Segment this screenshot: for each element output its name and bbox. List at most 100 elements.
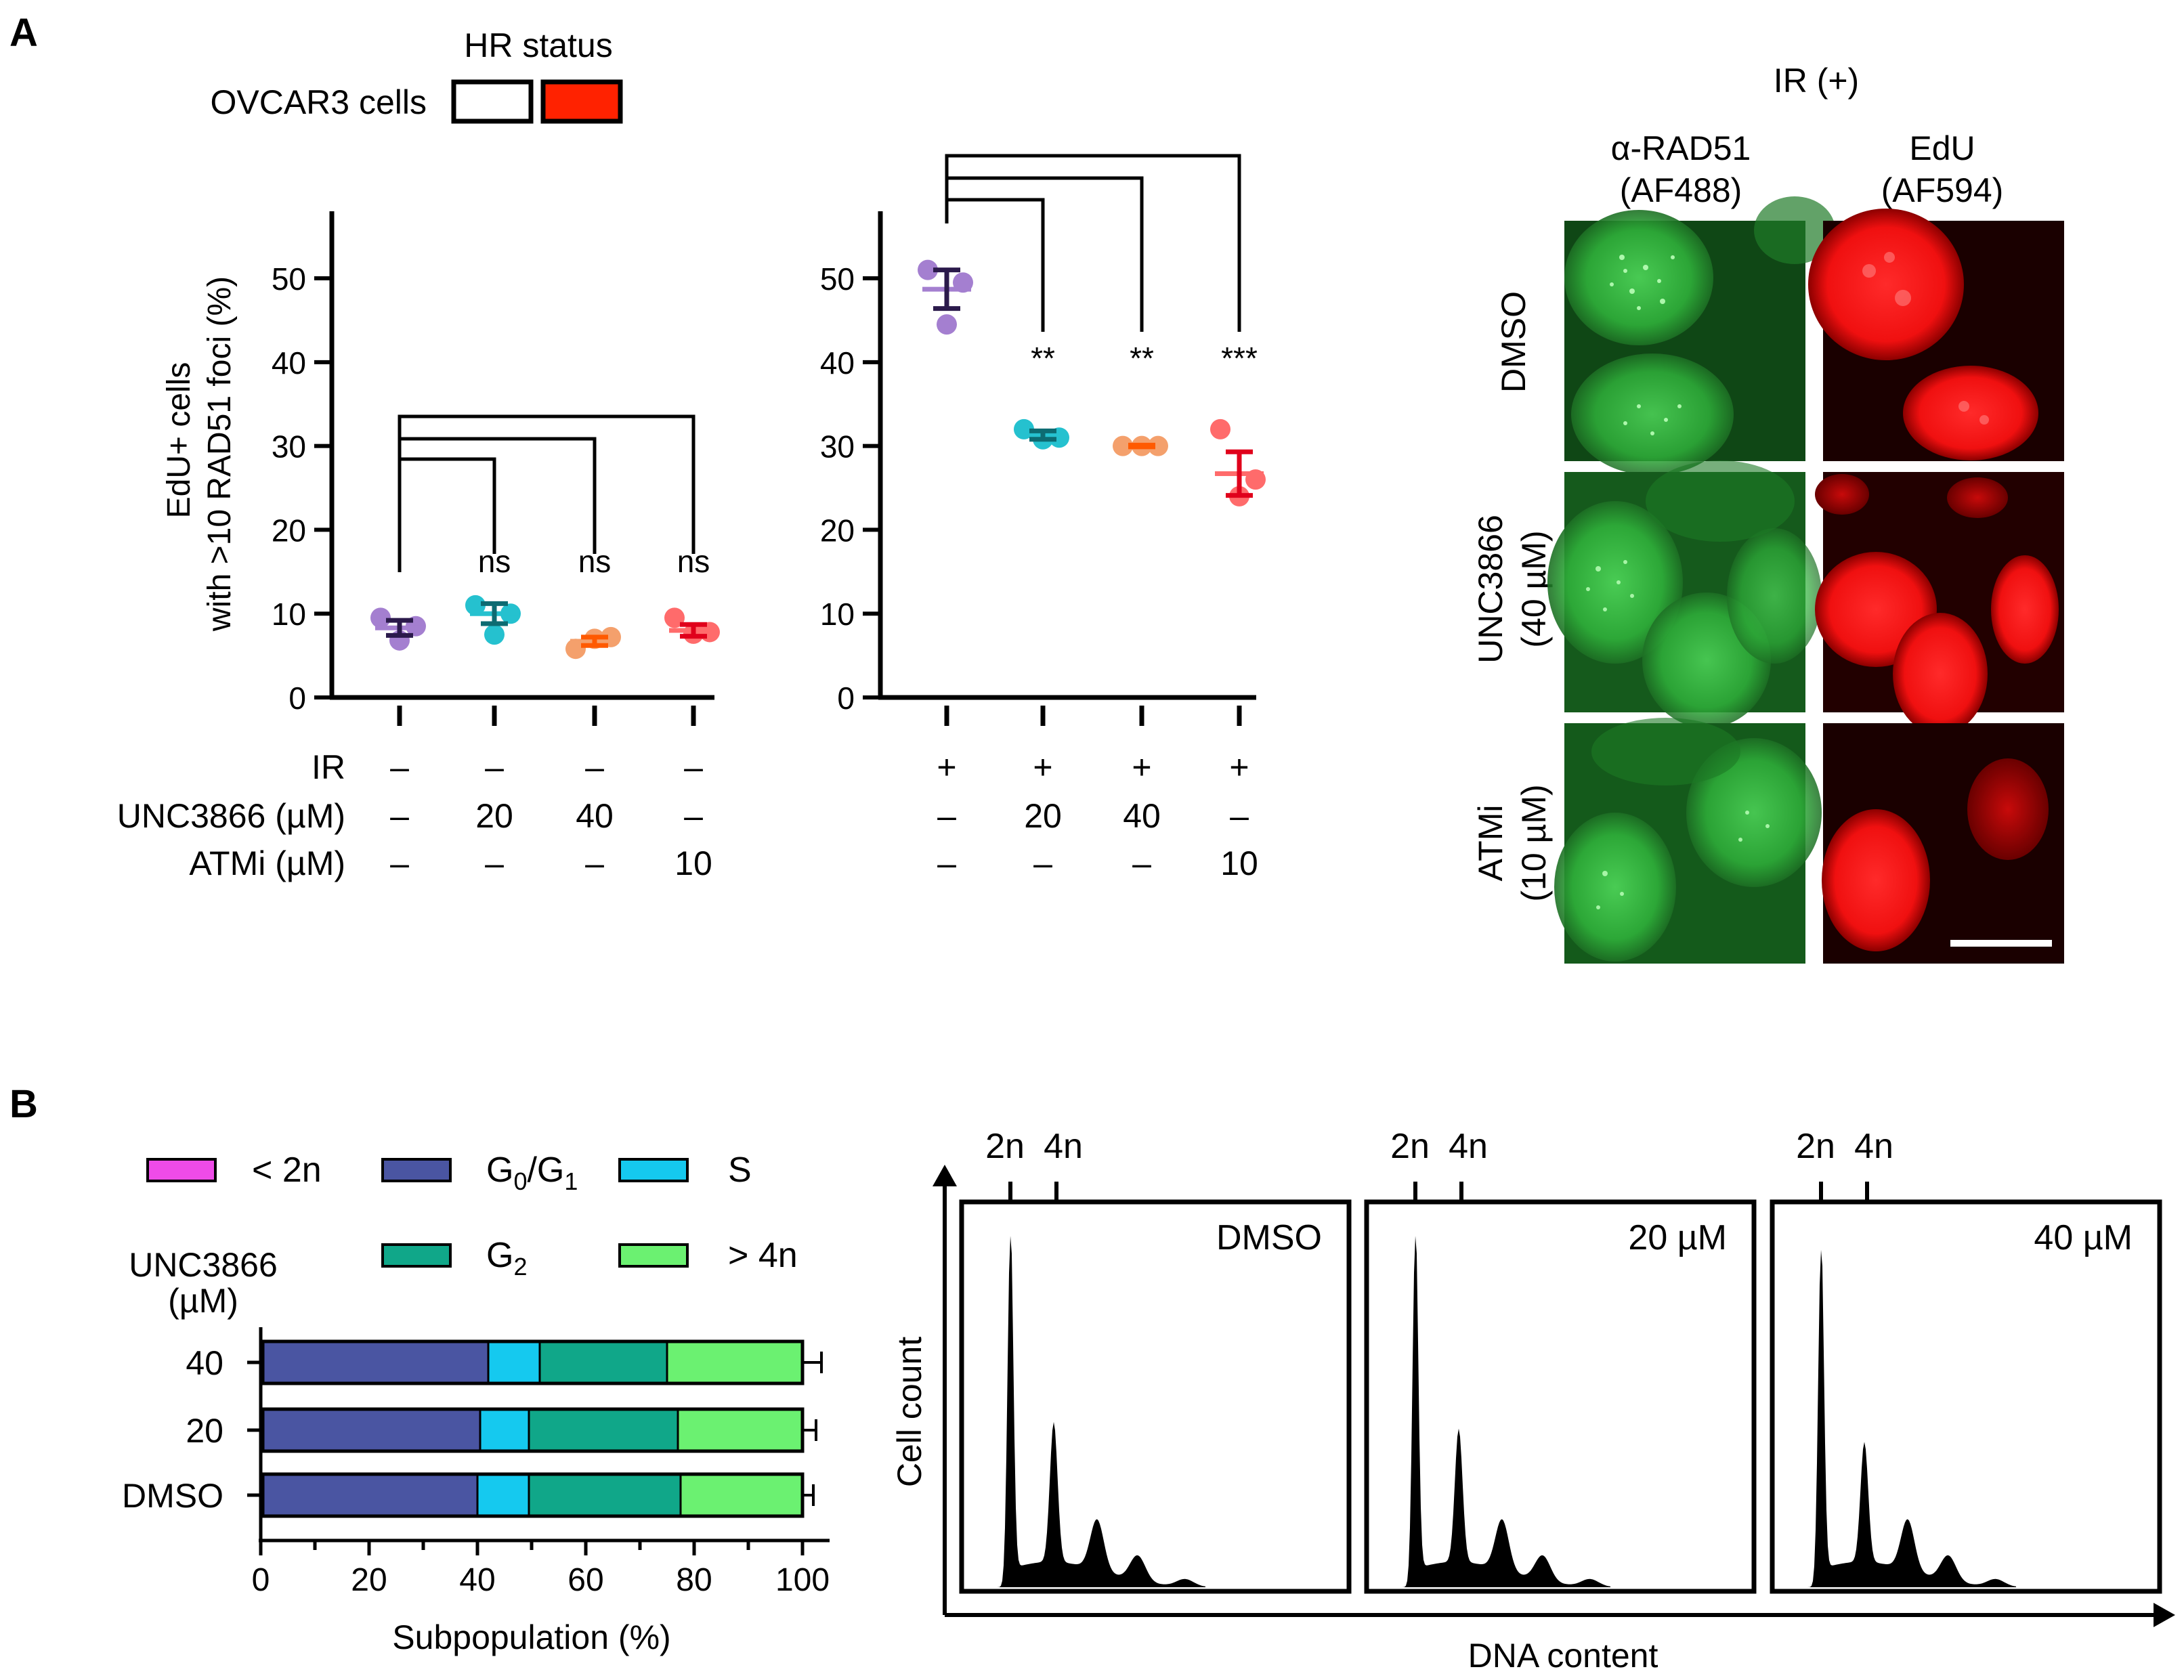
stacked-bar-segment: [528, 1408, 679, 1452]
x-axis-arrow: [2154, 1603, 2175, 1627]
a-ylabel-line2: with >10 RAD51 foci (%): [202, 276, 238, 632]
hr-legend-row-label: OVCAR3 cells: [210, 83, 427, 121]
y-tick-label: 40: [272, 345, 306, 381]
marker-4n-label: 4n: [1449, 1127, 1488, 1166]
marker-4n-label: 4n: [1044, 1127, 1083, 1166]
data-point: [565, 639, 586, 660]
b-ylabel-line1: UNC3866: [129, 1246, 278, 1284]
marker-4n-label: 4n: [1854, 1127, 1893, 1166]
chart-a-left: 0 10 20 30 40 50 ns ns ns: [272, 211, 720, 726]
y-tick-label: 30: [820, 429, 855, 465]
legend-label-lt2n: < 2n: [252, 1150, 322, 1190]
legend-label-gt4n: > 4n: [728, 1236, 798, 1275]
marker-2n-label: 2n: [985, 1127, 1025, 1166]
micro-col1-line1: α-RAD51: [1611, 129, 1751, 167]
significance-label: ***: [1221, 341, 1258, 376]
treatment-row-label: ATMi (µM): [189, 844, 345, 882]
micro-image-atmi-rad51: [1554, 718, 1822, 964]
treatment-cell: –: [390, 797, 409, 835]
scale-bar: [1950, 940, 2052, 947]
x-axis-label: Subpopulation (%): [392, 1618, 670, 1656]
x-tick-label: 40: [459, 1562, 495, 1598]
stacked-bar-outline: [259, 1407, 805, 1453]
data-point: [465, 595, 486, 616]
significance-label: **: [1130, 341, 1154, 376]
x-tick-label: 60: [568, 1562, 603, 1598]
legend-label-s: S: [728, 1150, 752, 1190]
legend-label-g0g1: G0/G1: [486, 1150, 578, 1195]
legend-swatch-s: [618, 1158, 689, 1182]
histogram-frame: [959, 1199, 1352, 1594]
treatment-cell: –: [1132, 844, 1151, 882]
treatment-cell: –: [485, 844, 504, 882]
y-tick-label: 20: [272, 513, 306, 548]
y-tick-label: 50: [820, 261, 855, 297]
legend-label-g2: G2: [486, 1236, 527, 1280]
histogram-label: 40 µM: [2034, 1218, 2133, 1257]
micro-col2-line1: EdU: [1909, 129, 1975, 167]
significance-bracket: [945, 198, 1045, 332]
a-ylabel-line1: EdU+ cells: [161, 362, 197, 519]
data-point: [370, 607, 391, 628]
stacked-bar-segment: [479, 1408, 530, 1452]
hr-proficient-swatch: [451, 79, 534, 124]
stacked-bar-segment: [262, 1408, 481, 1452]
hr-deficient-swatch: [540, 79, 623, 124]
b-ylabel-line2: (µM): [168, 1282, 238, 1320]
micro-title: IR (+): [1774, 62, 1859, 100]
data-point: [664, 607, 685, 628]
treatment-cell: –: [390, 748, 409, 786]
hr-legend-title: HR status: [464, 26, 613, 64]
y-tick-label: 50: [272, 261, 306, 297]
treatment-cell: –: [585, 748, 604, 786]
x-axis-label: DNA content: [1468, 1637, 1658, 1675]
micro-image-dmso-rad51: [1564, 196, 1835, 475]
treatment-cell: –: [937, 797, 956, 835]
treatment-cell: 10: [675, 844, 712, 882]
treatment-cell: –: [585, 844, 604, 882]
treatment-cell: +: [1033, 748, 1052, 786]
y-tick-label: DMSO: [122, 1477, 223, 1515]
y-tick-label: 0: [288, 681, 306, 716]
treatment-row-label: IR: [312, 748, 345, 786]
panel-label-b: B: [9, 1082, 38, 1126]
treatment-cell: +: [1132, 748, 1151, 786]
treatment-cell: +: [937, 748, 956, 786]
legend-swatch-lt2n: [146, 1158, 217, 1182]
chart-b-histograms: DNA content Cell count DMSO 2n 4n 20 µM 2n 4n 40…: [891, 1127, 2175, 1675]
micro-image-dmso-edu: [1808, 209, 2064, 461]
stacked-bar-segment: [262, 1340, 490, 1385]
y-axis-arrow: [933, 1165, 957, 1186]
treatment-table: IR – – – – + + + + UNC3866 (µM) – 20 40 – – 20 40 – ATMi (…: [117, 748, 1258, 882]
chart-b-stacked: 0 20 40 60 80 100 Subpopulation (%) 40 20 DMSO: [122, 1327, 830, 1656]
data-point: [1210, 418, 1230, 439]
micro-image-unc-edu: [1815, 472, 2064, 735]
x-tick-label: 100: [775, 1562, 830, 1598]
treatment-cell: 40: [576, 797, 614, 835]
histogram-label: DMSO: [1216, 1218, 1322, 1257]
micro-col2-line2: (AF594): [1881, 171, 2004, 209]
significance-bracket: [945, 154, 1241, 332]
x-tick-label: 0: [252, 1562, 270, 1598]
treatment-cell: –: [937, 844, 956, 882]
stacked-bar-segment: [679, 1473, 804, 1517]
marker-2n-label: 2n: [1390, 1127, 1430, 1166]
x-tick-label: 80: [676, 1562, 712, 1598]
significance-label: **: [1031, 341, 1055, 376]
treatment-cell: –: [1230, 797, 1249, 835]
histogram-label: 20 µM: [1628, 1218, 1727, 1257]
phase-legend: < 2n G0/G1 S G2 > 4n: [146, 1150, 798, 1280]
significance-label: ns: [578, 544, 612, 579]
treatment-cell: –: [684, 797, 703, 835]
treatment-cell: –: [390, 844, 409, 882]
treatment-cell: 10: [1220, 844, 1258, 882]
micro-grid: [1547, 196, 2064, 964]
y-tick-label: 0: [837, 681, 855, 716]
marker-2n-label: 2n: [1796, 1127, 1835, 1166]
treatment-row-label: UNC3866 (µM): [117, 797, 345, 835]
histogram-frame: [1364, 1199, 1757, 1594]
treatment-cell: 20: [1024, 797, 1062, 835]
micro-image-unc-rad51: [1547, 460, 1822, 728]
treatment-cell: 20: [475, 797, 513, 835]
